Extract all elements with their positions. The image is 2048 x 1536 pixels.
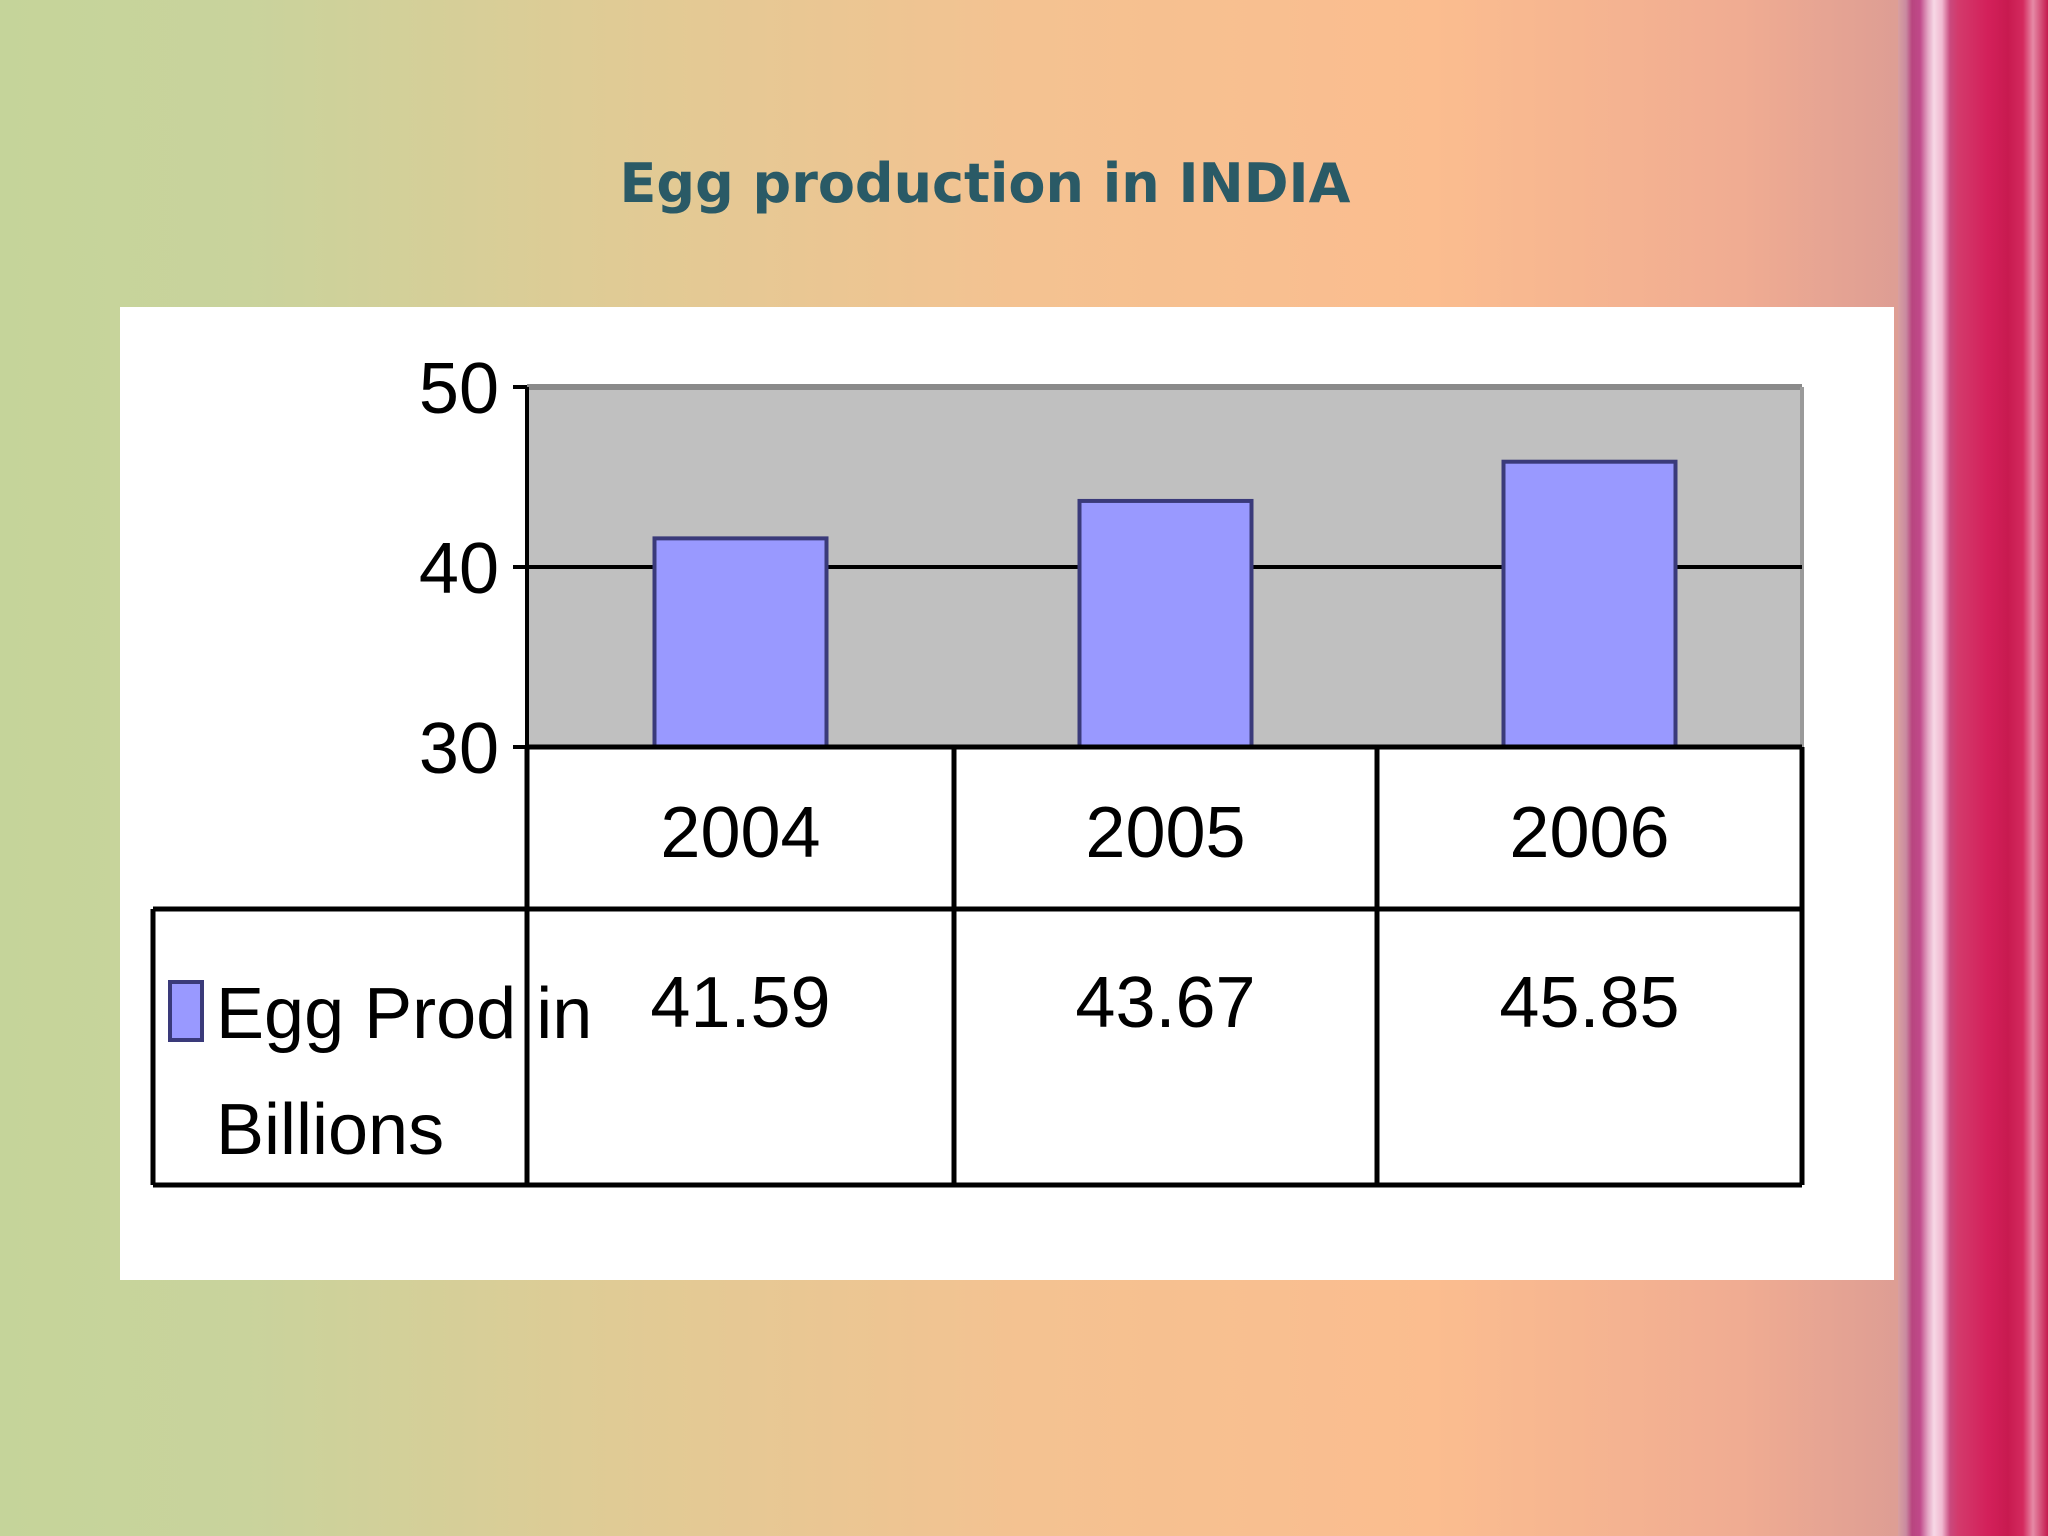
decorative-stripes xyxy=(1898,0,2048,1536)
legend-label-line-2: Billions xyxy=(216,1090,444,1170)
x-tick-label: 2006 xyxy=(1509,793,1669,873)
y-tick-label: 40 xyxy=(419,529,499,609)
bar-chart: 30 40 50 2004 2005 2006 41.59 43.67 45.85 Egg Pr… xyxy=(150,349,1805,1188)
data-value-label: 43.67 xyxy=(1075,963,1255,1043)
data-value-label: 41.59 xyxy=(650,963,830,1043)
slide-title: Egg production in INDIA xyxy=(619,152,1351,215)
y-tick-label: 30 xyxy=(419,709,499,789)
y-tick-label: 50 xyxy=(419,349,499,429)
bar-2004 xyxy=(652,536,829,749)
bar-2005 xyxy=(1077,498,1254,749)
legend-swatch xyxy=(168,980,204,1042)
bar-2006 xyxy=(1501,459,1678,749)
data-value-label: 45.85 xyxy=(1499,963,1679,1043)
x-tick-label: 2005 xyxy=(1085,793,1245,873)
legend-label-line-1: Egg Prod in xyxy=(216,974,592,1054)
x-tick-label: 2004 xyxy=(660,793,820,873)
chart-panel: 30 40 50 2004 2005 2006 41.59 43.67 45.85 Egg Pr… xyxy=(120,307,1894,1280)
